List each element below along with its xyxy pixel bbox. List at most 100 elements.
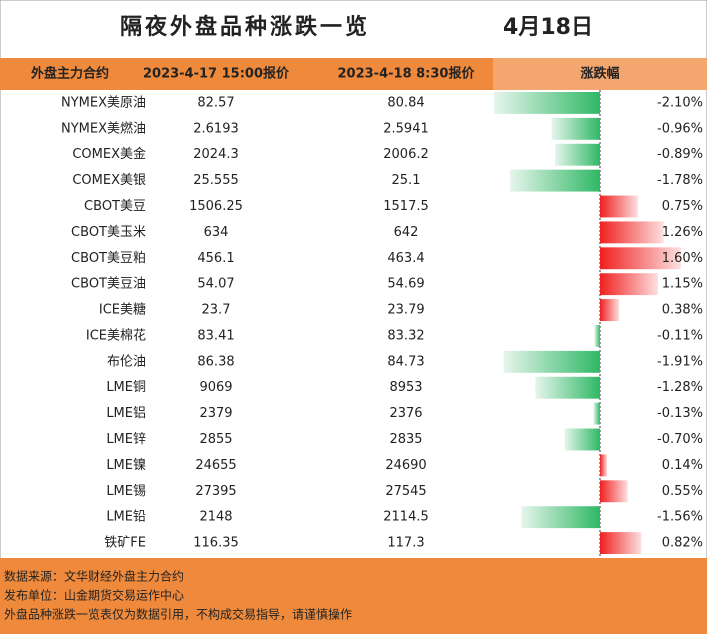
contract-name: LME锌 [106, 432, 146, 447]
curr-price: 2376 [389, 406, 422, 421]
contract-name: 铁矿FE [104, 536, 146, 551]
curr-price: 463.4 [387, 251, 424, 266]
change-label: -1.91% [657, 354, 703, 369]
curr-price: 2006.2 [383, 147, 429, 162]
contract-name: CBOT美玉米 [71, 225, 146, 240]
contract-name: CBOT美豆粕 [71, 251, 146, 266]
change-bar [494, 92, 600, 114]
prev-price: 634 [204, 225, 229, 240]
change-bar [600, 299, 620, 321]
prev-price: 54.07 [197, 277, 234, 292]
curr-price: 2114.5 [383, 510, 429, 525]
curr-price: 2.5941 [383, 121, 429, 136]
prev-price: 9069 [199, 380, 232, 395]
curr-price: 1517.5 [383, 199, 429, 214]
footer-line: 外盘品种涨跌一览表仅为数据引用，不构成交易指导，请谨慎操作 [4, 607, 352, 622]
contract-name: LME铅 [106, 510, 146, 525]
change-bar [593, 402, 600, 425]
change-bar [521, 506, 600, 529]
change-label: 1.60% [662, 251, 703, 266]
change-bar [600, 480, 628, 503]
prev-price: 2024.3 [193, 147, 239, 162]
contract-name: ICE美糖 [99, 302, 146, 318]
change-bar [503, 350, 600, 373]
contract-name: CBOT美豆油 [71, 277, 146, 292]
column-header: 涨跌幅 [579, 66, 619, 82]
curr-price: 642 [394, 225, 419, 240]
curr-price: 23.79 [387, 303, 424, 318]
change-label: -1.56% [657, 510, 703, 525]
change-label: -0.89% [657, 147, 703, 162]
change-bar [600, 454, 608, 477]
contract-name: COMEX美金 [72, 146, 146, 162]
change-label: 0.38% [662, 303, 703, 318]
footer-band [0, 558, 707, 634]
curr-price: 24690 [385, 458, 426, 473]
prev-price: 86.38 [197, 354, 234, 369]
change-bar [510, 169, 600, 192]
change-label: -0.11% [657, 328, 703, 343]
contract-name: 布伦油 [107, 354, 146, 369]
column-header: 2023-4-18 8:30报价 [338, 67, 476, 82]
prev-price: 2379 [199, 406, 232, 421]
prev-price: 24655 [195, 458, 236, 473]
change-label: 0.82% [662, 536, 703, 551]
change-bar [555, 143, 600, 166]
curr-price: 54.69 [387, 277, 424, 292]
footer-line: 发布单位：山金期货交易运作中心 [4, 588, 184, 603]
curr-price: 8953 [389, 380, 422, 395]
change-bar [600, 195, 638, 218]
prev-price: 25.555 [193, 173, 239, 188]
prev-price: 2148 [199, 510, 232, 525]
change-bar [594, 325, 600, 347]
prev-price: 27395 [195, 484, 236, 499]
column-header: 外盘主力合约 [30, 66, 109, 82]
change-bar [600, 273, 659, 296]
prev-price: 82.57 [197, 95, 234, 110]
change-bar [600, 532, 642, 554]
column-header: 2023-4-17 15:00报价 [143, 67, 290, 82]
prev-price: 2.6193 [193, 121, 239, 136]
prev-price: 83.41 [197, 328, 234, 343]
curr-price: 2835 [389, 432, 422, 447]
curr-price: 27545 [385, 484, 426, 499]
change-label: 0.55% [662, 484, 703, 499]
prev-price: 2855 [199, 432, 232, 447]
prev-price: 116.35 [193, 536, 239, 551]
change-bar [600, 247, 681, 270]
contract-name: ICE美棉花 [86, 327, 146, 343]
curr-price: 25.1 [392, 173, 421, 188]
header-band [0, 58, 493, 90]
curr-price: 84.73 [387, 354, 424, 369]
change-label: 1.15% [662, 277, 703, 292]
change-label: -0.96% [657, 121, 703, 136]
contract-name: CBOT美豆 [84, 199, 146, 214]
change-bar [535, 376, 600, 399]
contract-name: COMEX美银 [72, 173, 146, 188]
change-label: -0.70% [657, 432, 703, 447]
change-bar [551, 117, 600, 140]
change-label: -1.78% [657, 173, 703, 188]
change-bar [600, 221, 664, 244]
title: 隔夜外盘品种涨跌一览 [120, 14, 370, 40]
curr-price: 83.32 [387, 328, 424, 343]
contract-name: NYMEX美燃油 [61, 120, 146, 136]
contract-name: NYMEX美原油 [61, 95, 146, 110]
change-label: 0.14% [662, 458, 703, 473]
prev-price: 456.1 [197, 251, 234, 266]
change-label: 1.26% [662, 225, 703, 240]
contract-name: LME镍 [106, 458, 146, 473]
curr-price: 117.3 [387, 536, 424, 551]
change-label: -2.10% [657, 95, 703, 110]
contract-name: LME铝 [106, 406, 146, 421]
header-band [493, 58, 707, 90]
prev-price: 23.7 [202, 303, 231, 318]
footer-line: 数据来源：文华财经外盘主力合约 [4, 569, 184, 584]
contract-name: LME铜 [106, 380, 146, 395]
change-label: -0.13% [657, 406, 703, 421]
contract-name: LME锡 [106, 484, 146, 499]
change-label: 0.75% [662, 199, 703, 214]
prev-price: 1506.25 [189, 199, 243, 214]
